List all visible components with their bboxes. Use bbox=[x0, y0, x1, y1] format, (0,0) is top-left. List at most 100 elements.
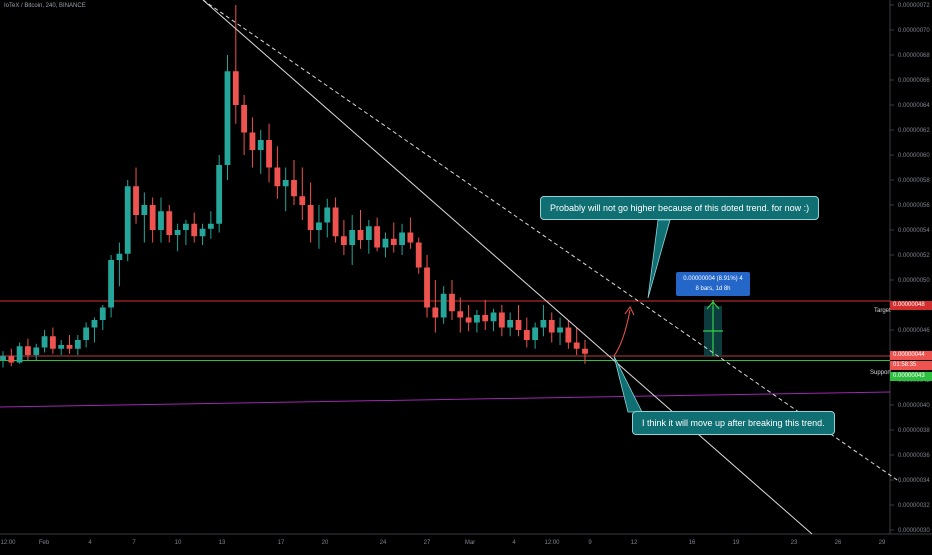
x-tick-label: 17 bbox=[278, 540, 285, 546]
candle-body bbox=[523, 330, 530, 340]
candle-body bbox=[432, 307, 439, 318]
y-tick-label: 0.00000030 bbox=[898, 528, 930, 534]
x-tick-label: 9 bbox=[588, 540, 592, 546]
y-tick-label: 0.00000060 bbox=[898, 153, 930, 159]
candle-body bbox=[108, 260, 114, 308]
candle-body bbox=[266, 140, 272, 168]
callout-top-pointer bbox=[647, 219, 671, 299]
y-tick-label: 0.00000056 bbox=[898, 203, 930, 209]
dotted-trend-line bbox=[202, 0, 901, 483]
x-tick-label: 29 bbox=[879, 540, 886, 546]
candle-body bbox=[8, 356, 15, 363]
x-tick-label: 16 bbox=[689, 540, 696, 546]
y-tick-label: 0.00000068 bbox=[898, 53, 930, 59]
candle-body bbox=[449, 293, 455, 312]
measure-line2: 8 bars, 1d 8h bbox=[695, 286, 731, 292]
callout-bottom: I think it will move up after breaking t… bbox=[632, 411, 835, 435]
candle-body bbox=[274, 167, 281, 187]
candle-body bbox=[282, 180, 289, 187]
candle-body bbox=[457, 311, 464, 318]
candle-body bbox=[207, 223, 214, 229]
y-tick-label: 0.00000066 bbox=[898, 78, 930, 84]
solid-trend-line bbox=[202, 0, 813, 535]
y-tick-label: 0.00000036 bbox=[898, 453, 930, 459]
candle-body bbox=[0, 356, 6, 360]
candle-body bbox=[174, 230, 181, 235]
x-tick-label: 4 bbox=[512, 540, 516, 546]
callout-bottom-pointer bbox=[613, 355, 643, 413]
current-price-tag: 0.00000044 bbox=[890, 351, 932, 360]
candle-body bbox=[515, 320, 522, 330]
candle-body bbox=[340, 236, 347, 245]
candle-body bbox=[365, 226, 372, 240]
candle-body bbox=[382, 238, 389, 248]
y-tick-label: 0.00000034 bbox=[898, 478, 930, 484]
x-tick-label: 24 bbox=[380, 540, 387, 546]
y-tick-label: 0.00000064 bbox=[898, 103, 930, 109]
candle-body bbox=[25, 346, 31, 355]
candle-body bbox=[291, 180, 297, 197]
candle-body bbox=[91, 320, 98, 328]
x-tick-label: 20 bbox=[322, 540, 329, 546]
candle-body bbox=[548, 320, 555, 333]
support-price-tag: 0.00000043 bbox=[890, 372, 932, 381]
candle-body bbox=[316, 222, 322, 230]
candle-body bbox=[241, 105, 248, 133]
candle-body bbox=[141, 205, 148, 215]
chart-header: IoTeX / Bitcoin, 240, BINANCE bbox=[4, 3, 86, 9]
x-tick-label: 7 bbox=[132, 540, 136, 546]
chart-title: IoTeX / Bitcoin, 240, BINANCE bbox=[4, 3, 86, 9]
x-tick-label: 19 bbox=[733, 540, 740, 546]
candle-body bbox=[16, 346, 23, 363]
candle-body bbox=[116, 253, 123, 260]
candle-body bbox=[232, 71, 239, 105]
candle-body bbox=[158, 211, 164, 230]
candle-body bbox=[540, 320, 547, 328]
x-tick-label: Feb bbox=[39, 540, 50, 546]
y-tick-label: 0.00000072 bbox=[898, 3, 930, 9]
support-label: Support bbox=[870, 370, 892, 376]
purple-trend-line bbox=[0, 391, 891, 408]
x-tick-label: 13 bbox=[219, 540, 226, 546]
candle-body bbox=[299, 196, 306, 205]
candle-body bbox=[399, 232, 405, 245]
x-tick-label: 26 bbox=[835, 540, 842, 546]
candle-body bbox=[424, 267, 430, 308]
candle-body bbox=[99, 307, 106, 320]
candle-body bbox=[224, 71, 231, 165]
candle-body bbox=[357, 230, 364, 240]
x-tick-label: 12:00 bbox=[0, 540, 16, 546]
candle-body bbox=[349, 230, 356, 245]
x-tick-label: 4 bbox=[88, 540, 92, 546]
y-tick-label: 0.00000042 bbox=[898, 378, 930, 384]
candle-body bbox=[191, 223, 198, 237]
candle-body bbox=[216, 165, 223, 224]
candle-body bbox=[41, 336, 48, 348]
candle-body bbox=[440, 293, 447, 318]
candle-body bbox=[557, 327, 563, 333]
candle-body bbox=[415, 242, 422, 268]
candle-body bbox=[532, 327, 539, 340]
candle-body bbox=[74, 340, 81, 349]
candle-body bbox=[124, 186, 131, 254]
candle-body bbox=[582, 348, 588, 354]
y-tick-label: 0.00000070 bbox=[898, 28, 930, 34]
candle-body bbox=[465, 317, 472, 323]
y-tick-label: 0.00000058 bbox=[898, 178, 930, 184]
candle-body bbox=[149, 205, 156, 230]
candle-body bbox=[507, 320, 514, 328]
candle-body bbox=[482, 315, 489, 322]
x-tick-label: Mar bbox=[465, 540, 475, 546]
candle-body bbox=[390, 238, 397, 245]
measure-line1: 0.00000004 (8.91%) 4 bbox=[683, 276, 743, 282]
candle-body bbox=[332, 207, 339, 237]
callout-top: Probably will not go higher because of t… bbox=[540, 196, 820, 220]
candle-body bbox=[133, 186, 139, 215]
y-tick-label: 0.00000050 bbox=[898, 278, 930, 284]
y-tick-label: 0.00000046 bbox=[898, 328, 930, 334]
target-label: Target bbox=[874, 308, 891, 314]
curved-arrow-head bbox=[624, 306, 635, 316]
candle-body bbox=[565, 327, 572, 343]
measure-box: 0.00000004 (8.91%) 4 8 bars, 1d 8h bbox=[676, 272, 750, 296]
